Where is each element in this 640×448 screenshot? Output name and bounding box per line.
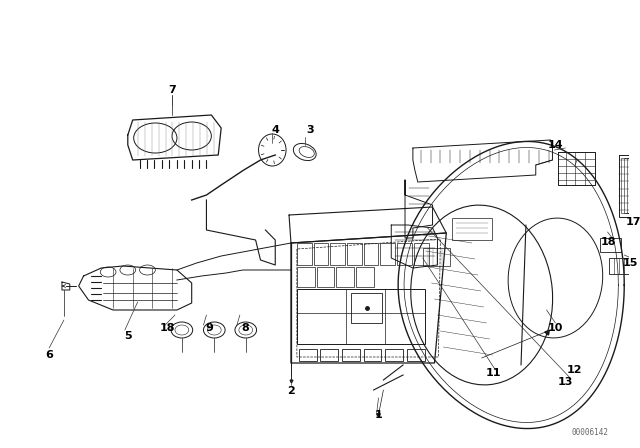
Text: 18: 18	[601, 237, 616, 247]
Bar	[624, 158, 632, 213]
Bar	[364, 243, 378, 265]
Bar	[317, 267, 334, 287]
Bar	[314, 243, 328, 265]
Bar	[297, 289, 425, 344]
Bar	[621, 158, 629, 213]
Text: 18: 18	[159, 323, 175, 333]
Bar	[297, 243, 312, 265]
Bar	[299, 349, 317, 361]
Bar	[356, 267, 374, 287]
Bar	[609, 258, 640, 274]
Text: 9: 9	[205, 323, 213, 333]
Bar	[330, 243, 345, 265]
Bar	[347, 243, 362, 265]
Text: 00006142: 00006142	[572, 427, 609, 436]
Bar	[351, 293, 383, 323]
Bar	[414, 243, 429, 265]
Bar	[385, 349, 403, 361]
Bar	[452, 218, 492, 240]
Bar	[620, 155, 640, 217]
Bar	[630, 158, 638, 213]
Text: 4: 4	[271, 125, 279, 135]
Bar	[627, 158, 635, 213]
Bar	[422, 248, 450, 266]
Bar	[600, 238, 621, 252]
Bar	[407, 349, 425, 361]
Text: 12: 12	[566, 365, 582, 375]
Text: 5: 5	[124, 331, 132, 341]
Bar	[321, 349, 338, 361]
Bar	[397, 243, 412, 265]
Text: 10: 10	[548, 323, 563, 333]
Bar	[297, 267, 315, 287]
Text: 11: 11	[486, 368, 501, 378]
Bar	[380, 243, 395, 265]
Text: 1: 1	[374, 410, 382, 420]
Bar	[342, 349, 360, 361]
Bar	[364, 349, 381, 361]
Text: 13: 13	[557, 377, 573, 387]
Text: 14: 14	[548, 140, 563, 150]
Bar	[336, 267, 354, 287]
Text: 17: 17	[625, 217, 640, 227]
Text: 15: 15	[623, 258, 638, 268]
Text: 8: 8	[241, 323, 249, 333]
Text: 6: 6	[45, 350, 53, 360]
Text: 2: 2	[287, 386, 295, 396]
Text: 3: 3	[306, 125, 314, 135]
Text: 7: 7	[168, 85, 176, 95]
